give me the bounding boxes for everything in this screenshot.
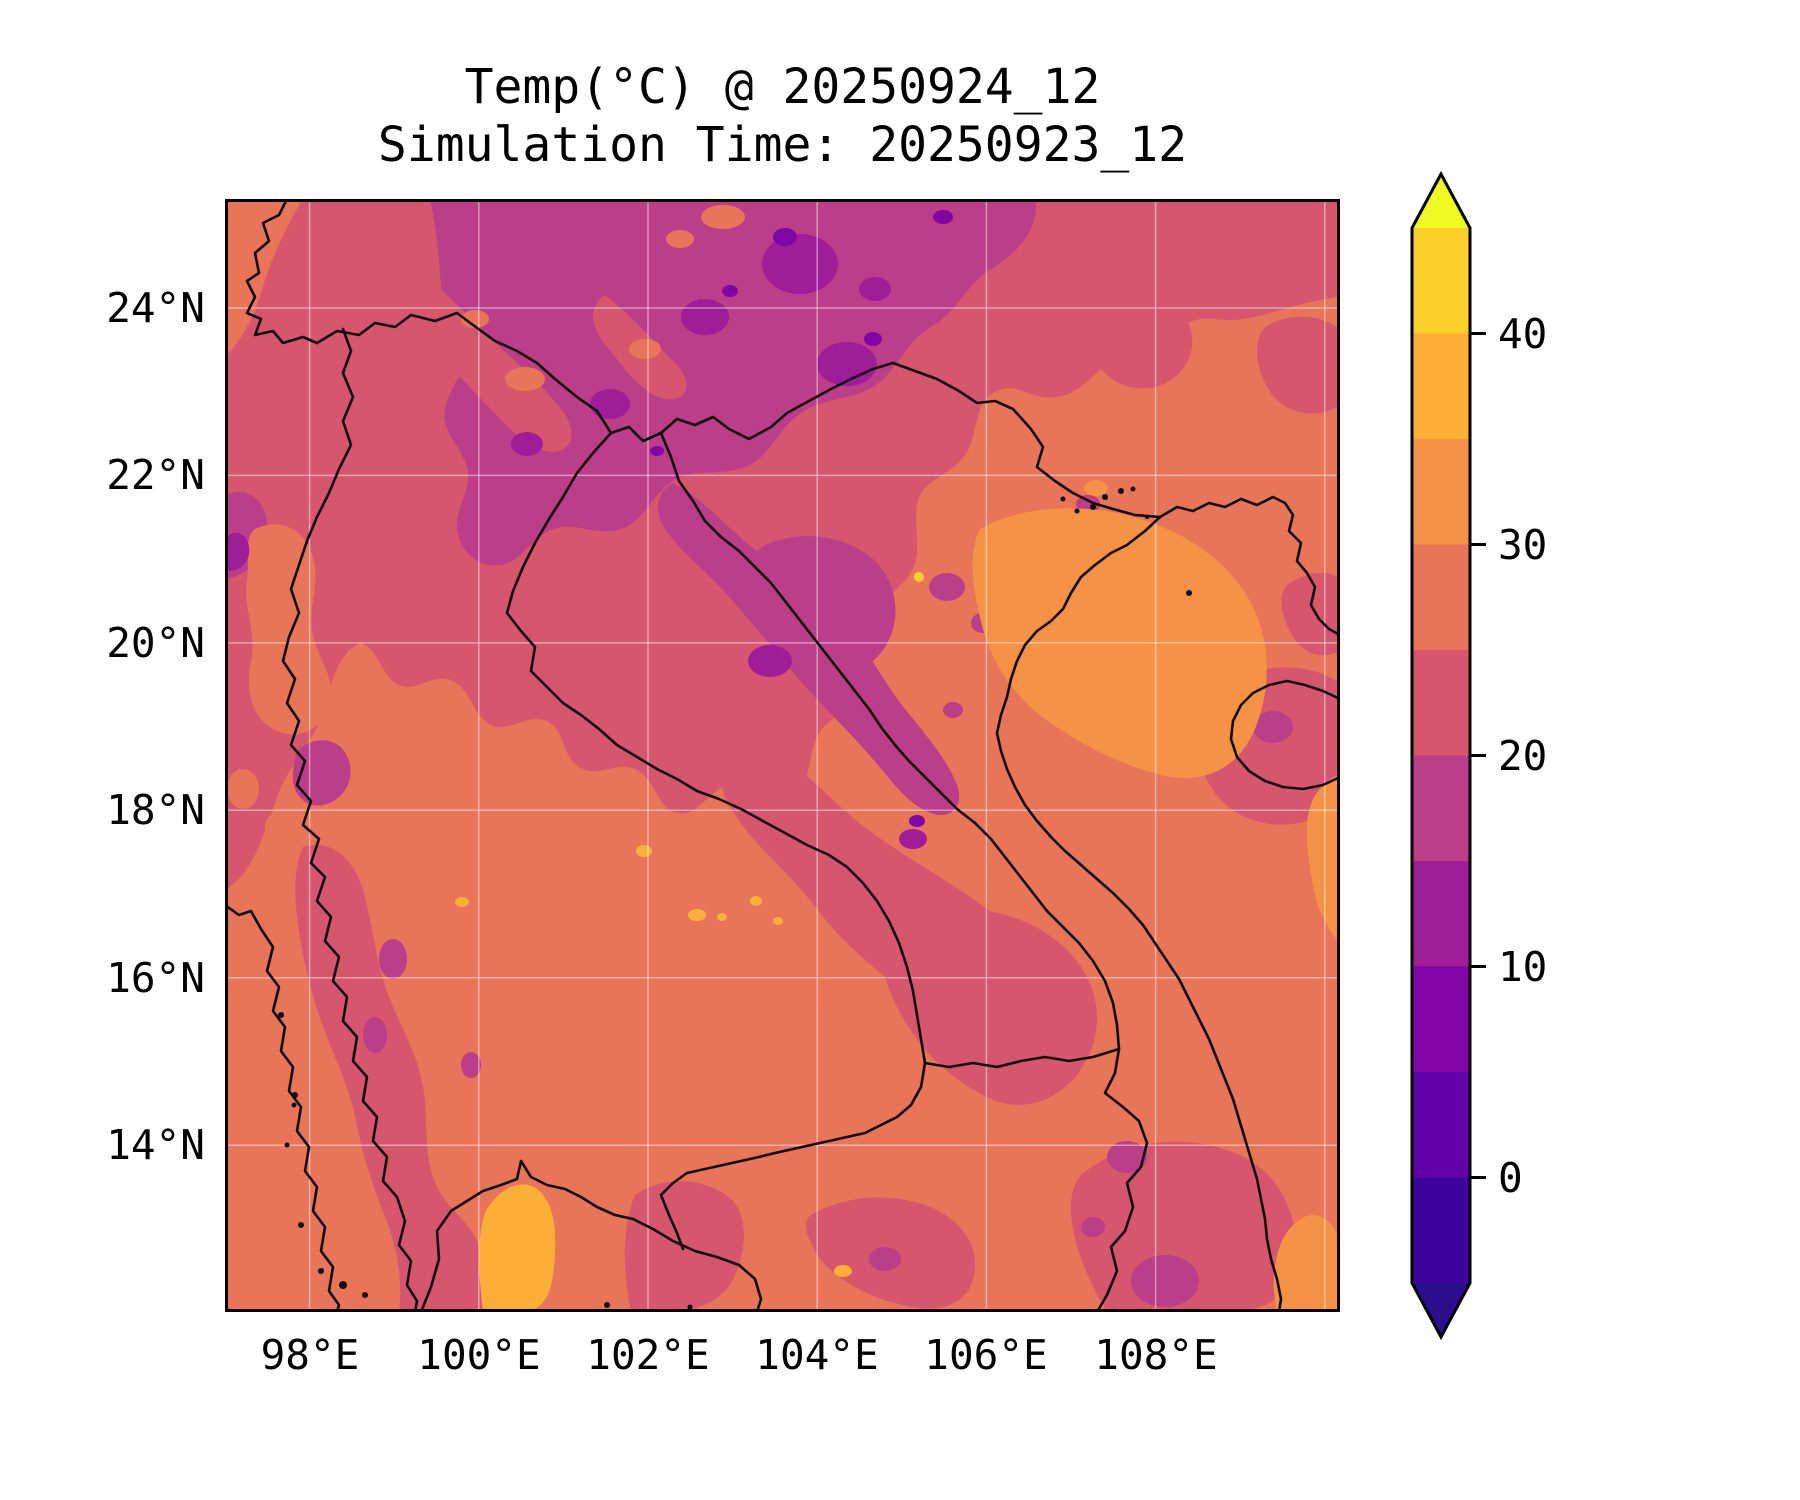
coast-myanmar	[225, 903, 341, 1312]
border-china-south	[315, 311, 1162, 519]
x-tick-106e: 106°E	[924, 1331, 1048, 1379]
y-tick-20n: 20°N	[106, 619, 205, 667]
coast-vietnam	[995, 515, 1283, 1312]
contour-fill-25-30c-patches	[225, 199, 1247, 841]
colorbar-ticks	[1470, 332, 1486, 1179]
colorbar-seg-40-45	[1412, 228, 1470, 334]
y-tick-16n: 16°N	[106, 954, 205, 1002]
y-tick-18n: 18°N	[106, 786, 205, 834]
colorbar-seg-15-20	[1412, 755, 1470, 861]
colorbar-tick-40: 40	[1498, 310, 1547, 358]
border-cambodia-laos	[923, 1047, 1121, 1069]
coast-china-leizhou	[1158, 495, 1340, 637]
x-tick-102e: 102°E	[586, 1331, 710, 1379]
contour-fill-30-35c	[972, 480, 1340, 1312]
border-myanmar-nw	[245, 199, 319, 345]
graticule-gridlines	[225, 199, 1340, 1312]
colorbar-tick-10: 10	[1498, 943, 1547, 991]
colorbar-tick-30: 30	[1498, 521, 1547, 569]
colorbar-seg-25-30	[1412, 544, 1470, 650]
x-tick-100e: 100°E	[417, 1331, 541, 1379]
contour-fill-10-15c	[225, 234, 927, 849]
x-tick-108e: 108°E	[1094, 1331, 1218, 1379]
y-tick-24n: 24°N	[106, 284, 205, 332]
x-tick-104e: 104°E	[755, 1331, 879, 1379]
colorbar-seg-35-40	[1412, 333, 1470, 439]
colorbar-seg-10-15	[1412, 861, 1470, 967]
island-specks	[278, 486, 1192, 1310]
colorbar: 40 30 20 10 0	[1398, 160, 1698, 1380]
colorbar-tick-0: 0	[1498, 1154, 1523, 1202]
colorbar-svg: 40 30 20 10 0	[1410, 170, 1547, 1341]
colorbar-seg-30-35	[1412, 439, 1470, 545]
map-plot-area	[225, 199, 1340, 1312]
colorbar-seg-5-10	[1412, 966, 1470, 1072]
axes-frame	[225, 199, 1340, 1312]
coast-gulf-of-thailand	[419, 1159, 763, 1312]
coast-hainan	[1229, 679, 1340, 791]
colorbar-over-arrow	[1412, 174, 1470, 228]
colorbar-under-arrow	[1412, 1283, 1470, 1337]
border-thailand-laos-cambodia	[505, 431, 927, 1251]
country-borders	[225, 199, 1340, 1312]
contour-map-svg	[225, 199, 1340, 1312]
border-myanmar-thailand	[281, 327, 419, 1312]
plot-title-block: Temp(°C) @ 20250924_12 Simulation Time: …	[225, 58, 1340, 174]
contour-fill-40-45c	[914, 572, 924, 582]
colorbar-seg-0-5	[1412, 1072, 1470, 1178]
y-tick-22n: 22°N	[106, 451, 205, 499]
plot-subtitle: Simulation Time: 20250923_12	[377, 117, 1188, 173]
colorbar-seg-m5-0	[1412, 1177, 1470, 1283]
colorbar-tick-20: 20	[1498, 732, 1547, 780]
contour-fill-5-10c	[650, 210, 953, 827]
colorbar-seg-20-25	[1412, 650, 1470, 756]
border-vietnam-laos-cambodia	[659, 431, 1149, 1312]
y-tick-14n: 14°N	[106, 1121, 205, 1169]
contour-fill-35-40c	[455, 845, 852, 1312]
plot-title: Temp(°C) @ 20250924_12	[464, 59, 1101, 115]
colorbar-outline	[1410, 170, 1472, 1341]
x-tick-98e: 98°E	[260, 1331, 360, 1379]
